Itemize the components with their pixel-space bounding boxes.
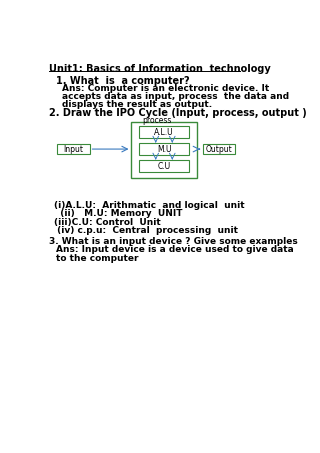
Text: displays the result as output.: displays the result as output.: [62, 100, 212, 109]
Text: Input: Input: [63, 145, 83, 154]
Text: 2. Draw the IPO Cycle (Input, process, output ): 2. Draw the IPO Cycle (Input, process, o…: [49, 108, 307, 118]
Text: C.U: C.U: [157, 162, 171, 170]
Bar: [57, 144, 90, 154]
Bar: [139, 143, 189, 155]
Bar: [139, 160, 189, 172]
Text: (ii)   M.U: Memory  UNIT: (ii) M.U: Memory UNIT: [54, 209, 182, 218]
Text: Unit1: Basics of Information  technology: Unit1: Basics of Information technology: [49, 64, 271, 74]
Text: M.U: M.U: [157, 145, 171, 154]
Bar: [203, 144, 235, 154]
Text: 1. What  is  a computer?: 1. What is a computer?: [55, 76, 189, 86]
Text: to the computer: to the computer: [55, 254, 138, 263]
Text: (iv) c.p.u:  Central  processing  unit: (iv) c.p.u: Central processing unit: [54, 226, 238, 235]
Text: Output: Output: [206, 145, 232, 154]
Text: Ans: Computer is an electronic device. It: Ans: Computer is an electronic device. I…: [62, 84, 269, 93]
Text: (i)A.L.U:  Arithmatic  and logical  unit: (i)A.L.U: Arithmatic and logical unit: [54, 201, 244, 210]
Text: Ans: Input device is a device used to give data: Ans: Input device is a device used to gi…: [55, 246, 293, 254]
Text: (iii)C.U: Control  Unit: (iii)C.U: Control Unit: [54, 217, 161, 226]
Text: accepts data as input, process  the data and: accepts data as input, process the data …: [62, 92, 289, 101]
Text: A.L.U: A.L.U: [154, 128, 174, 137]
Text: 3. What is an input device ? Give some examples: 3. What is an input device ? Give some e…: [49, 237, 298, 246]
Text: process: process: [142, 116, 172, 125]
Bar: [139, 126, 189, 138]
Bar: [132, 122, 196, 178]
